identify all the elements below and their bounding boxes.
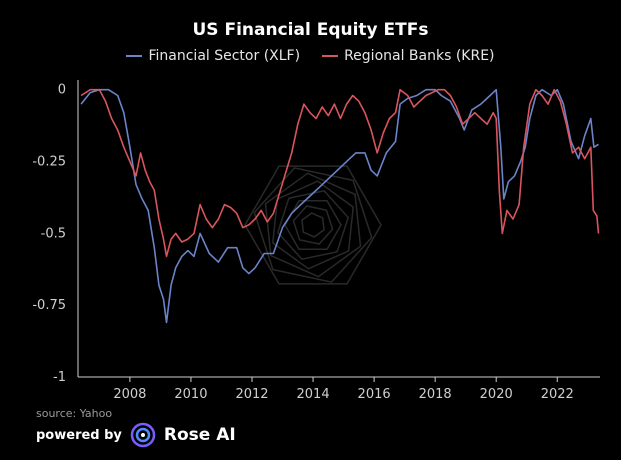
y-tick-label: -0.75 [32,298,66,313]
x-tick-label: 2014 [297,387,330,402]
source-note: source: Yahoo [36,407,113,420]
x-tick-label: 2012 [235,387,268,402]
legend-label-kre: Regional Banks (KRE) [344,48,495,64]
x-tick-label: 2008 [113,387,146,402]
watermark-ring [276,189,350,261]
x-tick-label: 2010 [174,387,207,402]
y-tick-label: -0.25 [32,155,66,170]
y-tick-label: -1 [53,370,66,385]
legend-swatch-xlf [126,55,143,57]
y-tick-label: 0 [58,83,66,98]
legend-swatch-kre [322,55,339,57]
watermark-ring [253,167,373,283]
chart-title: US Financial Equity ETFs [192,20,429,40]
y-axis: 0 -0.25 -0.5 -0.75 -1 [32,80,79,385]
x-tick-label: 2022 [541,387,574,402]
watermark-ring [264,172,362,278]
footer-branding: powered by Rose AI [36,422,236,448]
y-tick-label: -0.5 [41,226,66,241]
series-line-kre [80,88,600,258]
watermark-ring [284,200,342,250]
watermark-ring [244,165,382,285]
legend-label-xlf: Financial Sector (XLF) [148,48,301,64]
legend-item-xlf[interactable]: Financial Sector (XLF) [126,48,300,64]
x-tick-label: 2020 [480,387,513,402]
watermark-ring [292,205,334,245]
series-line-xlf [80,88,599,324]
x-tick-label: 2016 [358,387,391,402]
watermark-ring [301,212,325,238]
legend-item-kre[interactable]: Regional Banks (KRE) [322,48,495,64]
chart-legend: Financial Sector (XLF) Regional Banks (K… [0,48,621,64]
brand-name: Rose AI [163,425,236,445]
watermark-logo [244,165,382,285]
series-lines [80,88,600,324]
rose-ai-logo-icon [130,422,156,448]
x-axis: 2008 2010 2012 2014 2016 2018 2020 2022 [78,376,600,402]
x-tick-label: 2018 [419,387,452,402]
powered-by-label: powered by [36,427,122,443]
